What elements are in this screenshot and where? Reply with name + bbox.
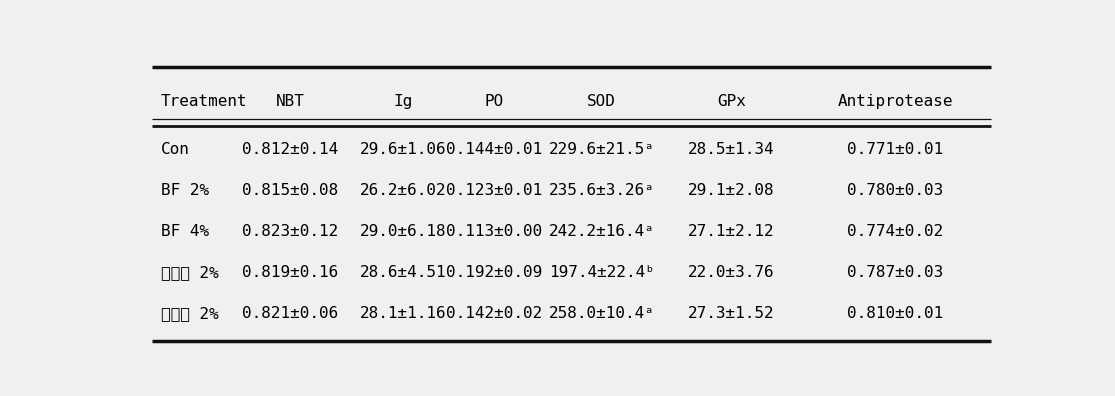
Text: Ig: Ig (394, 94, 413, 109)
Text: 229.6±21.5ᵃ: 229.6±21.5ᵃ (549, 142, 655, 157)
Text: 27.3±1.52: 27.3±1.52 (688, 307, 775, 322)
Text: 0.787±0.03: 0.787±0.03 (847, 265, 943, 280)
Text: 0.774±0.02: 0.774±0.02 (847, 224, 943, 239)
Text: 22.0±3.76: 22.0±3.76 (688, 265, 775, 280)
Text: 0.113±0.00: 0.113±0.00 (446, 224, 542, 239)
Text: 26.2±6.02: 26.2±6.02 (360, 183, 446, 198)
Text: GPx: GPx (717, 94, 746, 109)
Text: BF 4%: BF 4% (161, 224, 210, 239)
Text: 미생물 2%: 미생물 2% (161, 307, 219, 322)
Text: 경쟁사 2%: 경쟁사 2% (161, 265, 219, 280)
Text: 29.0±6.18: 29.0±6.18 (360, 224, 446, 239)
Text: Antiprotease: Antiprotease (837, 94, 953, 109)
Text: PO: PO (484, 94, 503, 109)
Text: Con: Con (161, 142, 190, 157)
Text: 0.819±0.16: 0.819±0.16 (242, 265, 339, 280)
Text: Treatment: Treatment (161, 94, 248, 109)
Text: 242.2±16.4ᵃ: 242.2±16.4ᵃ (549, 224, 655, 239)
Text: 28.6±4.51: 28.6±4.51 (360, 265, 446, 280)
Text: BF 2%: BF 2% (161, 183, 210, 198)
Text: 258.0±10.4ᵃ: 258.0±10.4ᵃ (549, 307, 655, 322)
Text: 29.1±2.08: 29.1±2.08 (688, 183, 775, 198)
Text: 0.815±0.08: 0.815±0.08 (242, 183, 339, 198)
Text: 0.810±0.01: 0.810±0.01 (847, 307, 943, 322)
Text: 27.1±2.12: 27.1±2.12 (688, 224, 775, 239)
Text: NBT: NBT (277, 94, 306, 109)
Text: 197.4±22.4ᵇ: 197.4±22.4ᵇ (549, 265, 655, 280)
Text: 28.1±1.16: 28.1±1.16 (360, 307, 446, 322)
Text: 0.123±0.01: 0.123±0.01 (446, 183, 542, 198)
Text: 0.192±0.09: 0.192±0.09 (446, 265, 542, 280)
Text: 0.144±0.01: 0.144±0.01 (446, 142, 542, 157)
Text: SOD: SOD (588, 94, 617, 109)
Text: 235.6±3.26ᵃ: 235.6±3.26ᵃ (549, 183, 655, 198)
Text: 0.823±0.12: 0.823±0.12 (242, 224, 339, 239)
Text: 0.821±0.06: 0.821±0.06 (242, 307, 339, 322)
Text: 29.6±1.06: 29.6±1.06 (360, 142, 446, 157)
Text: 0.771±0.01: 0.771±0.01 (847, 142, 943, 157)
Text: 0.812±0.14: 0.812±0.14 (242, 142, 339, 157)
Text: 0.780±0.03: 0.780±0.03 (847, 183, 943, 198)
Text: 0.142±0.02: 0.142±0.02 (446, 307, 542, 322)
Text: 28.5±1.34: 28.5±1.34 (688, 142, 775, 157)
